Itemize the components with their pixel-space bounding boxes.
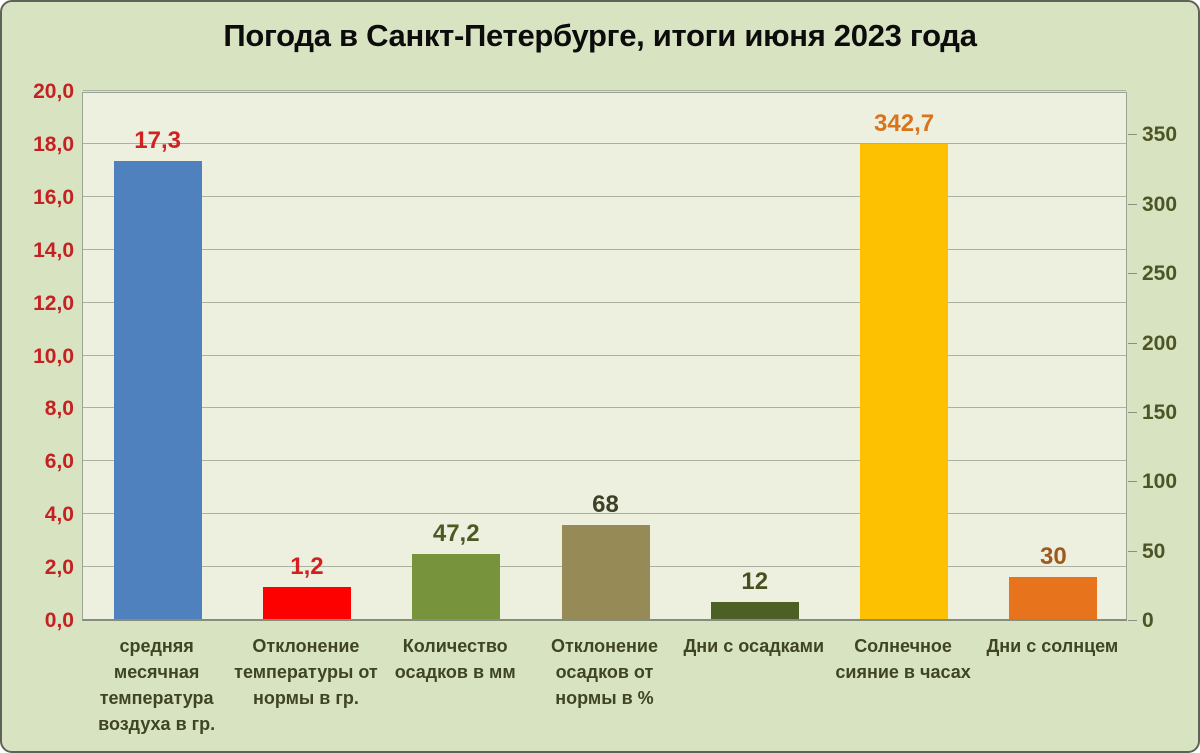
right-axis-tick-label: 250 [1142,262,1178,286]
gridline [83,195,1126,197]
left-axis-tick-label: 12,0 [33,291,74,315]
left-axis-tick-label: 14,0 [33,238,74,262]
gridline [83,301,1126,303]
bar [860,143,949,619]
bar [710,602,799,619]
right-axis-tick-mark [1128,481,1137,483]
category-label: Дни с солнцем [986,636,1119,656]
bar [1009,577,1098,619]
left-axis-tick-label: 4,0 [44,503,74,527]
bar-value-label: 47,2 [432,519,480,547]
right-axis-tick-label: 0 [1142,609,1154,632]
bar [113,161,202,619]
left-axis-tick-label: 8,0 [44,397,74,421]
bar-value-label: 68 [592,490,619,518]
left-axis-tick-label: 0,0 [44,609,74,632]
left-axis-tick-label: 18,0 [33,132,74,156]
category-label: средняя месячная температура воздуха в г… [98,636,216,734]
gridline [83,407,1126,409]
bar-value-label: 30 [1039,543,1067,571]
gridline [83,142,1126,144]
left-axis-tick-label: 2,0 [44,556,74,580]
bar-value-label: 1,2 [290,553,324,581]
right-axis-tick-mark [1128,342,1137,344]
bar [262,587,351,619]
right-axis-tick-label: 200 [1142,331,1178,355]
gridline [83,460,1126,462]
bar [412,553,501,619]
category-label: Отклонение температуры от нормы в гр. [234,636,378,708]
right-axis-tick-label: 100 [1142,470,1178,494]
right-axis-tick-mark [1128,273,1137,275]
right-axis-tick-label: 300 [1142,192,1178,216]
right-axis-tick-label: 350 [1142,123,1178,147]
gridline [83,513,1126,515]
bar-value-label: 342,7 [874,109,935,137]
left-axis-tick-label: 10,0 [33,344,74,368]
category-label: Дни с осадками [683,636,825,656]
chart-title: Погода в Санкт-Петербурге, итоги июня 20… [223,18,977,53]
category-label: Количество осадков в мм [394,636,516,682]
bar-value-label: 17,3 [134,127,181,155]
category-label: Отклонение осадков от нормы в % [550,636,659,708]
right-axis-tick-mark [1128,411,1137,413]
bar-value-label: 12 [741,568,769,596]
left-axis-tick-label: 16,0 [33,185,74,209]
left-axis-tick-label: 6,0 [44,450,74,474]
gridline [83,248,1126,250]
bar [561,524,650,619]
plot-area: 17,3 1,2 47,2 68 12 342,7 30 [82,90,1127,621]
category-label: Солнечное сияние в часах [835,636,971,682]
right-axis-tick-mark [1128,203,1137,205]
gridline [83,90,1126,91]
right-axis-tick-label: 150 [1142,400,1178,424]
left-axis-tick-label: 20,0 [33,80,74,103]
right-axis-tick-mark [1128,134,1137,136]
right-axis-tick-mark [1128,550,1137,552]
gridline [83,354,1126,356]
right-axis-tick-label: 50 [1142,539,1166,563]
right-axis-tick-mark [1128,620,1137,621]
